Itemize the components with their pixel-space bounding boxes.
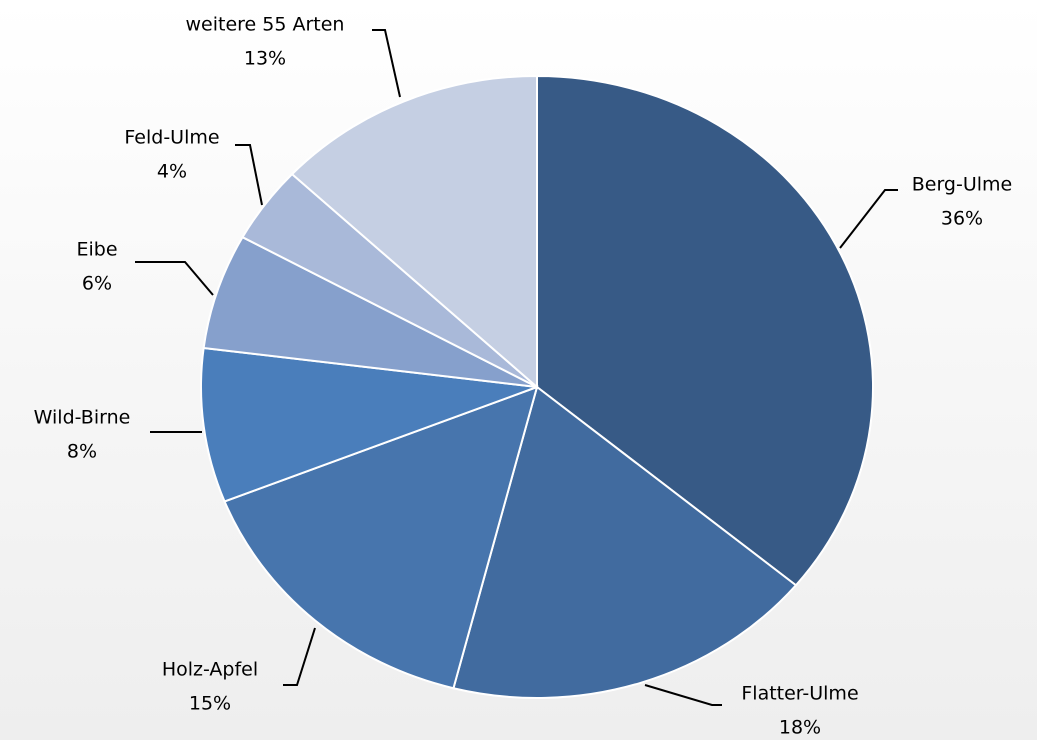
slice-label: Holz-Apfel xyxy=(162,659,258,681)
slice-value-label: 15% xyxy=(189,693,231,715)
leader-line xyxy=(135,261,214,296)
slice-value-label: 8% xyxy=(67,441,97,463)
slice-value-label: 13% xyxy=(244,48,286,70)
slice-label: Wild-Birne xyxy=(34,407,131,429)
slice-value-label: 6% xyxy=(82,273,112,295)
pie-slice xyxy=(452,385,798,699)
slice-label: Flatter-Ulme xyxy=(741,683,858,705)
pie-slice xyxy=(202,235,538,388)
pie-slice xyxy=(199,346,538,503)
leader-line xyxy=(235,144,263,206)
slice-label: weitere 55 Arten xyxy=(186,14,345,36)
leader-line xyxy=(372,29,401,98)
leader-line xyxy=(644,684,722,706)
pie-slice xyxy=(290,74,538,390)
pie-slice xyxy=(536,74,874,587)
slice-label: Berg-Ulme xyxy=(912,174,1013,196)
leader-line xyxy=(283,627,316,686)
slice-label: Eibe xyxy=(76,239,117,261)
slice-value-label: 18% xyxy=(779,717,821,739)
slice-label: Feld-Ulme xyxy=(124,127,219,149)
pie-slice xyxy=(223,385,539,690)
slice-value-label: 4% xyxy=(157,161,187,183)
leader-line xyxy=(839,189,898,249)
slice-value-label: 36% xyxy=(941,208,983,230)
